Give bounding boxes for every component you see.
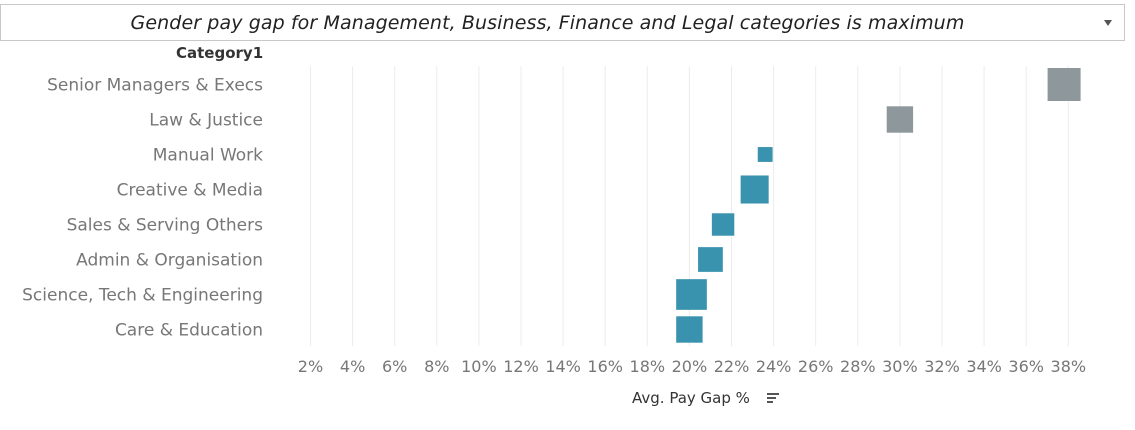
category-label: Senior Managers & Execs xyxy=(47,76,263,96)
x-axis-title: Avg. Pay Gap % xyxy=(632,389,750,407)
x-tick-label: 16% xyxy=(587,357,623,376)
x-tick-label: 30% xyxy=(882,357,918,376)
x-tick-label: 2% xyxy=(298,357,323,376)
data-point-square[interactable] xyxy=(886,106,914,133)
x-tick-label: 10% xyxy=(461,357,497,376)
x-tick-label: 18% xyxy=(630,357,666,376)
data-point-square[interactable] xyxy=(711,213,735,236)
x-tick-label: 4% xyxy=(340,357,365,376)
x-tick-label: 8% xyxy=(424,357,449,376)
x-tick-label: 26% xyxy=(798,357,834,376)
category-label: Admin & Organisation xyxy=(76,251,263,271)
category-label: Sales & Serving Others xyxy=(67,216,264,236)
data-point-square[interactable] xyxy=(1047,68,1081,101)
data-point-square[interactable] xyxy=(757,147,773,162)
data-point-square[interactable] xyxy=(698,247,723,272)
x-tick-label: 34% xyxy=(966,357,1002,376)
x-tick-label: 38% xyxy=(1051,357,1087,376)
category-label: Creative & Media xyxy=(117,181,263,201)
x-tick-label: 24% xyxy=(756,357,792,376)
category-label: Science, Tech & Engineering xyxy=(22,286,263,306)
x-tick-label: 32% xyxy=(924,357,960,376)
x-tick-label: 36% xyxy=(1008,357,1044,376)
sort-descending-icon[interactable] xyxy=(767,393,779,403)
title-dropdown[interactable]: Gender pay gap for Management, Business,… xyxy=(0,4,1125,41)
y-axis-title: Category1 xyxy=(176,44,264,62)
category-label: Care & Education xyxy=(115,321,263,341)
category-label: Law & Justice xyxy=(149,111,263,131)
data-point-square[interactable] xyxy=(740,175,769,204)
x-tick-label: 22% xyxy=(714,357,750,376)
x-tick-label: 14% xyxy=(545,357,581,376)
data-point-square[interactable] xyxy=(676,279,707,310)
x-tick-label: 28% xyxy=(840,357,876,376)
dropdown-arrow-icon[interactable] xyxy=(1104,20,1112,26)
chart-title: Gender pay gap for Management, Business,… xyxy=(130,12,965,34)
category-label: Manual Work xyxy=(153,146,263,166)
x-tick-label: 12% xyxy=(503,357,539,376)
data-point-square[interactable] xyxy=(676,316,703,343)
x-tick-label: 6% xyxy=(382,357,407,376)
x-tick-label: 20% xyxy=(672,357,708,376)
